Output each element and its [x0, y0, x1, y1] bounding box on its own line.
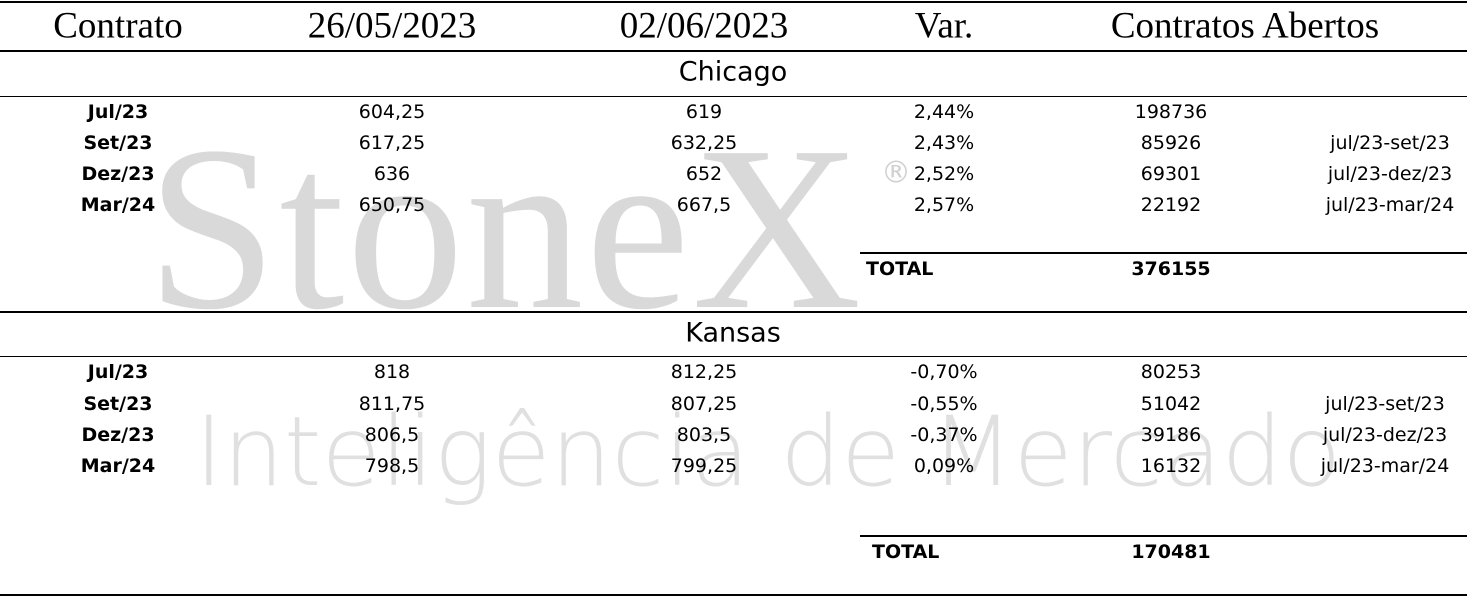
cell: 652: [685, 163, 723, 185]
cell: 811,75: [358, 393, 426, 415]
cell: 2,43%: [913, 132, 975, 154]
spread-label: jul/23-dez/23: [1322, 424, 1448, 446]
spread-label: jul/23-set/23: [1325, 393, 1445, 415]
cell: 807,25: [670, 393, 738, 415]
cell: 619: [685, 101, 723, 123]
total-label: TOTAL: [872, 541, 940, 563]
cell: 2,57%: [913, 194, 975, 216]
column-header: 02/06/2023: [619, 5, 789, 47]
cell: 2,44%: [913, 101, 975, 123]
cell: 2,52%: [913, 163, 975, 185]
cell: 667,5: [676, 194, 732, 216]
cell: 799,25: [670, 455, 738, 477]
column-header: 26/05/2023: [307, 5, 477, 47]
cell: 632,25: [670, 132, 738, 154]
cell: 22192: [1140, 194, 1202, 216]
column-header: Contrato: [53, 5, 183, 47]
watermark-tagline: Inteligência de Mercado: [194, 396, 1342, 508]
cell: -0,37%: [910, 424, 978, 446]
cell: 604,25: [358, 101, 426, 123]
contract-label: Jul/23: [87, 101, 149, 123]
watermark-registered: ®: [881, 155, 911, 191]
contract-label: Set/23: [83, 393, 153, 415]
cell: 51042: [1140, 393, 1202, 415]
contract-label: Dez/23: [81, 424, 155, 446]
cell: 617,25: [358, 132, 426, 154]
rule: [0, 50, 1467, 52]
rule: [860, 535, 1467, 537]
cell: 818: [373, 361, 411, 383]
cell: -0,55%: [910, 393, 978, 415]
total-value: 170481: [1131, 541, 1211, 563]
cell: 16132: [1140, 455, 1202, 477]
rule: [860, 252, 1467, 254]
watermark-brand: StoneX: [146, 98, 864, 358]
cell: 636: [373, 163, 411, 185]
rule: [0, 594, 1467, 596]
section-title: Kansas: [685, 317, 781, 349]
cell: 85926: [1140, 132, 1202, 154]
rule: [0, 311, 1467, 313]
cell: 803,5: [676, 424, 732, 446]
total-value: 376155: [1131, 258, 1211, 280]
rule: [0, 1, 1467, 3]
contract-label: Jul/23: [87, 361, 149, 383]
cell: 80253: [1140, 361, 1202, 383]
cell: 0,09%: [913, 455, 975, 477]
spread-label: jul/23-dez/23: [1327, 163, 1453, 185]
cell: 806,5: [364, 424, 420, 446]
rule: [0, 356, 1467, 357]
spread-label: jul/23-mar/24: [1320, 455, 1450, 477]
column-header: Var.: [914, 5, 974, 47]
column-header: Contratos Abertos: [1110, 5, 1380, 47]
cell: 39186: [1140, 424, 1202, 446]
contract-label: Set/23: [83, 132, 153, 154]
cell: -0,70%: [910, 361, 978, 383]
contract-label: Mar/24: [80, 455, 156, 477]
cell: 198736: [1134, 101, 1208, 123]
rule: [0, 96, 1467, 97]
contract-label: Mar/24: [80, 194, 156, 216]
section-title: Chicago: [678, 56, 788, 88]
total-label: TOTAL: [866, 258, 934, 280]
cell: 650,75: [358, 194, 426, 216]
cell: 69301: [1140, 163, 1202, 185]
cell: 812,25: [670, 361, 738, 383]
spread-label: jul/23-mar/24: [1325, 194, 1455, 216]
spread-label: jul/23-set/23: [1330, 132, 1450, 154]
contract-label: Dez/23: [81, 163, 155, 185]
cell: 798,5: [364, 455, 420, 477]
